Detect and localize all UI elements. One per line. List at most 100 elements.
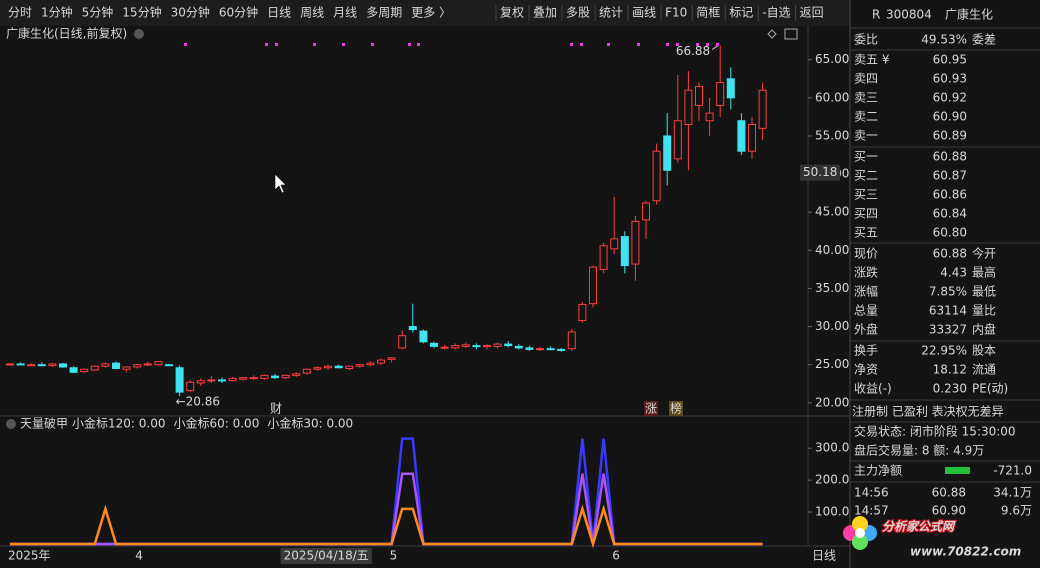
toolbar-button[interactable]: 返回 [800,6,824,20]
candle-body [589,266,597,305]
toolbar-button[interactable]: -自选 [762,6,790,20]
candle-body [695,85,703,106]
candle-body [228,377,237,382]
trade-amount: 9.6万 [1001,504,1032,518]
diamond-icon[interactable] [767,29,777,39]
window-icon[interactable] [784,28,798,40]
candle-body [408,326,417,331]
title-menu[interactable] [134,29,144,39]
y-tick-label: 100.0 [815,505,849,519]
x-cursor-box [280,548,372,564]
candle-body [483,345,491,348]
period-tab[interactable]: 更多 〉 [411,6,451,20]
period-tab[interactable]: 多周期 [366,6,402,20]
low-annotation: ←20.86 [176,395,220,409]
trade-status: 交易状态: 闭市阶段 15:30:00 [854,424,1016,439]
candle-body [90,365,99,371]
main-flow-label: 主力净额 [854,464,902,478]
row-value: 60.88 [933,247,967,261]
row-value: 60.90 [933,110,967,124]
event-marker: 榜 [670,401,682,416]
candle-body [324,365,332,369]
row-value: 22.95% [921,344,967,358]
period-tab[interactable]: 1分钟 [41,5,73,20]
watermark-petal [852,534,868,550]
watermark-center [855,528,865,538]
candle-body [6,363,14,366]
period-tab[interactable]: 60分钟 [219,5,258,20]
period-tab[interactable]: 日线 [267,6,291,20]
row-label: 卖四 [854,72,878,86]
toolbar-button[interactable]: 叠加 [533,6,557,20]
toolbar-button[interactable]: 统计 [599,6,623,20]
toolbar-button[interactable]: 画线 [632,6,656,20]
row-label: 净资 [854,363,878,377]
candle-body [610,238,619,250]
mouse-cursor [274,173,287,194]
period-tab[interactable]: 5分钟 [82,5,114,20]
row-value: 60.87 [933,169,967,183]
candle-body [101,363,110,367]
candle-body [620,236,629,267]
candle-body [292,373,301,376]
event-marker-bg [644,401,658,416]
candle-body [631,220,640,265]
tags: 注册制 已盈利 表决权无差异 [852,404,1004,419]
toolbar-button[interactable]: F10 [665,6,687,20]
event-marker: 财 [270,402,282,416]
row-label: 换手 [854,344,878,358]
row-label: 卖二 [854,110,878,124]
toolbar-button[interactable]: 多股 [566,6,590,20]
period-tab[interactable]: 分时 [8,6,32,20]
y-tick-label: 60.00 [815,90,849,104]
row-label: 卖五 ¥ [854,53,890,67]
candle-body [80,368,89,373]
row-label: 买四 [854,207,878,221]
row-label: 买三 [854,188,878,202]
signal-dot [265,43,268,46]
candle-body [546,348,555,351]
signal-dot [696,43,699,46]
signal-dot [580,43,583,46]
row-value: 60.93 [933,72,967,86]
x-tick-label: 2025年 [8,549,51,563]
main-flow-value: -721.0 [993,464,1032,478]
candle-body [514,345,523,349]
row-value: 60.92 [933,91,967,105]
period-tab[interactable]: 15分钟 [122,5,161,20]
toolbar-button[interactable]: 复权 [500,6,524,20]
candle-body [504,343,513,347]
y-tick-label: 55.00 [815,128,849,142]
candle-body [218,379,226,382]
period-tab[interactable]: 30分钟 [171,5,210,20]
row-label: 买五 [854,226,878,240]
row-label: 外盘 [854,322,878,337]
candle-body [472,345,481,348]
candle-body [59,363,67,368]
candle-body [239,377,248,380]
main-flow-bar [945,467,970,474]
row-value: 4.43 [940,266,967,280]
event-marker-bg [669,401,683,416]
stock-code: 300804 [886,8,932,22]
candle-body [122,366,131,370]
candle-body [663,135,672,171]
indicator-menu[interactable] [6,419,16,429]
y-tick-label: 300.0 [815,441,849,455]
y-tick-label: 25.00 [815,357,849,371]
row-label: 收益(-) [854,382,892,396]
period-tab[interactable]: 周线 [300,6,324,20]
row-label: 总量 [854,304,878,318]
row-value: 0.230 [933,382,967,396]
row-label: 涨跌 [854,265,878,280]
toolbar-button[interactable]: 简框 [696,6,720,20]
row-value: 60.88 [933,150,967,164]
toolbar-button[interactable]: 标记 [729,6,753,20]
row-label: 流通 [972,363,996,377]
signal-dot [607,43,610,46]
signal-dot [408,43,411,46]
candle-body [557,348,566,351]
period-tab[interactable]: 月线 [333,6,357,20]
candle-body [398,335,407,349]
